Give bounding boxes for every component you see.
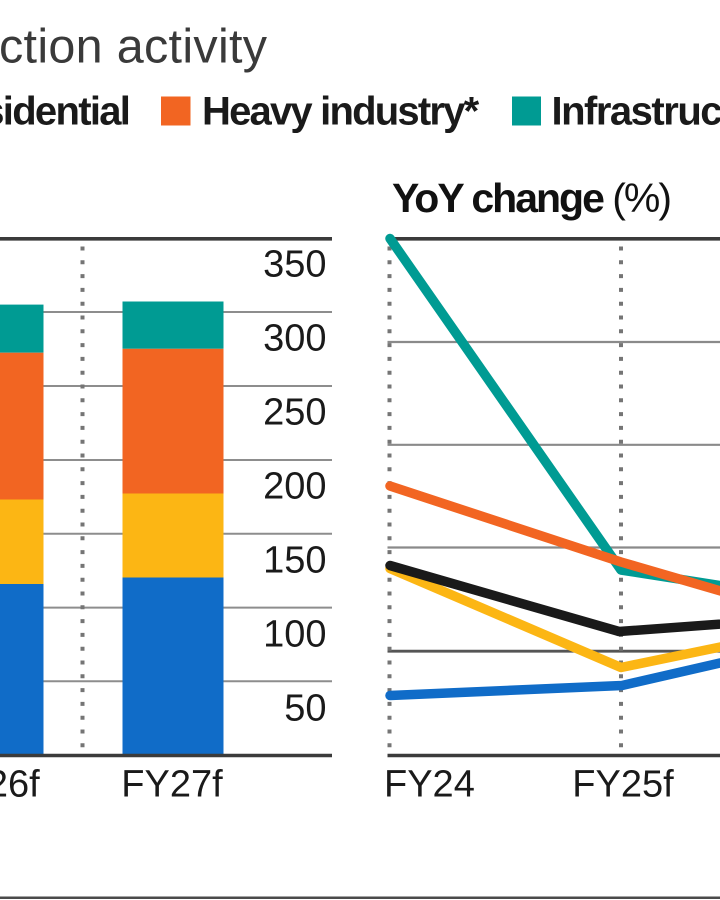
svg-text:200: 200 bbox=[263, 466, 326, 508]
svg-text:FY24: FY24 bbox=[384, 764, 475, 806]
svg-text:ction activity: ction activity bbox=[0, 20, 268, 74]
svg-text:100: 100 bbox=[263, 614, 326, 656]
svg-text:Infrastructure: Infrastructure bbox=[552, 90, 720, 134]
svg-text:250: 250 bbox=[263, 392, 326, 434]
svg-text:FY26f: FY26f bbox=[0, 764, 40, 806]
svg-text:YoY change (%): YoY change (%) bbox=[392, 175, 670, 221]
svg-text:350: 350 bbox=[263, 244, 326, 286]
svg-text:Residential: Residential bbox=[0, 90, 129, 134]
svg-text:150: 150 bbox=[263, 540, 326, 582]
svg-text:300: 300 bbox=[263, 318, 326, 360]
svg-text:Heavy industry*: Heavy industry* bbox=[202, 90, 480, 134]
svg-text:FY27f: FY27f bbox=[121, 764, 223, 806]
svg-text:FY25f: FY25f bbox=[572, 764, 674, 806]
svg-text:50: 50 bbox=[284, 688, 326, 730]
